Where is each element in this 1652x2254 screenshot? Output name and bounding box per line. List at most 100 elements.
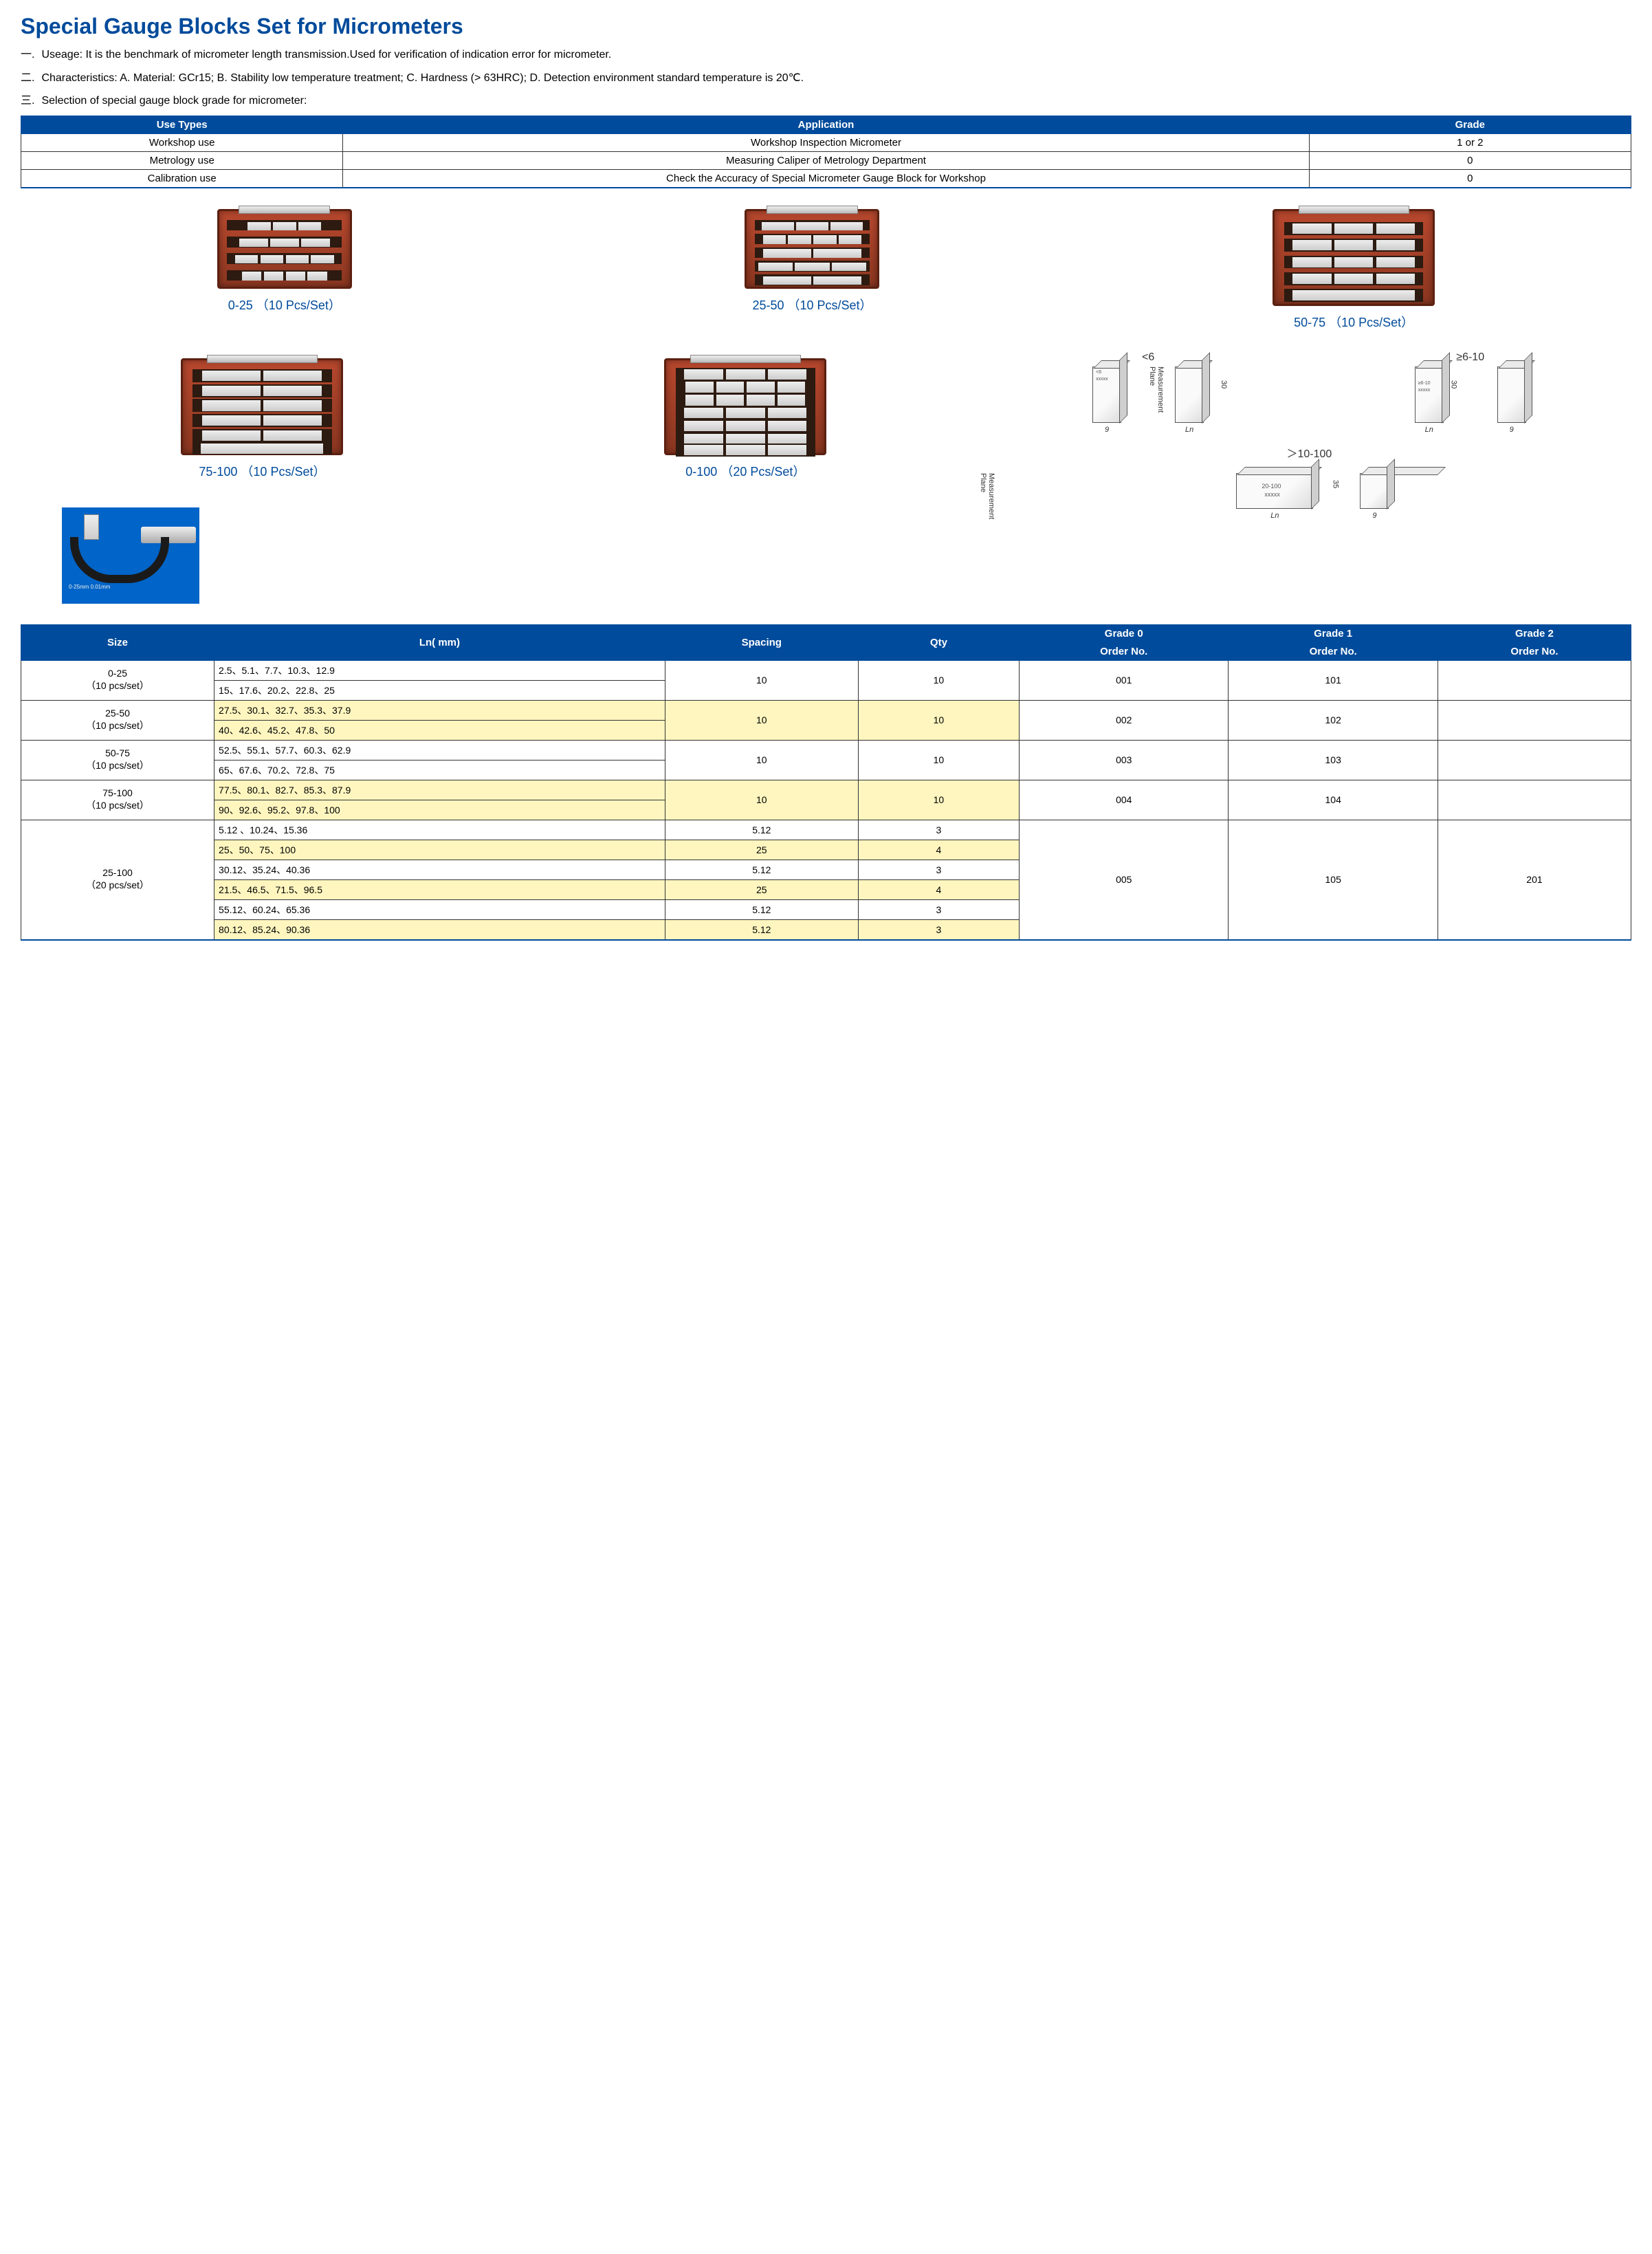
cell-grade: 0: [1309, 169, 1631, 188]
dim-35: 35: [1331, 480, 1339, 488]
numeral-2: 二.: [21, 69, 38, 87]
blk-lbl: <6: [1096, 370, 1101, 375]
set-50-75: 50-75 （10 Pcs/Set）: [1273, 209, 1435, 331]
numeral-1: 一.: [21, 46, 38, 64]
blk-x: xxxxx: [1264, 492, 1280, 498]
cell-grade: 0: [1309, 151, 1631, 169]
dim-9: 9: [1477, 426, 1546, 434]
cell-qty: 3: [858, 919, 1019, 940]
set-caption: 50-75 （10 Pcs/Set）: [1273, 313, 1435, 331]
numeral-3: 三.: [21, 92, 38, 110]
cell-o0: 002: [1020, 700, 1229, 740]
cell-qty: 10: [858, 700, 1019, 740]
cell-o2: [1438, 740, 1631, 780]
cell-qty: 10: [858, 740, 1019, 780]
blk-lbl: 20-100: [1262, 483, 1281, 490]
cell-o0: 001: [1020, 660, 1229, 700]
intro-text-2: Characteristics: A. Material: GCr15; B. …: [41, 72, 804, 84]
cell-ln: 30.12、35.24、40.36: [214, 860, 665, 879]
cell-ln: 21.5、46.5、71.5、96.5: [214, 879, 665, 899]
th-spacing: Spacing: [665, 624, 858, 660]
th-grade: Grade: [1309, 116, 1631, 133]
measurement-plane: Measurement Plane: [979, 473, 995, 520]
table-row: 50-75（10 pcs/set） 52.5、55.1、57.7、60.3、62…: [21, 740, 1631, 760]
micrometer-icon: [62, 507, 199, 604]
cell-use: Workshop use: [21, 133, 343, 151]
cell-ln: 2.5、5.1、7.7、10.3、12.9: [214, 660, 665, 680]
th-order: Order No.: [1438, 642, 1631, 660]
gauge-box-icon: [217, 209, 352, 289]
cell-size: 25-50（10 pcs/set）: [21, 700, 214, 740]
cell-ln: 5.12 、10.24、15.36: [214, 820, 665, 840]
product-sets-row-1: 0-25 （10 Pcs/Set） 25-50 （10 Pcs/Set） 50-…: [21, 202, 1631, 338]
intro-line-1: 一. Useage: It is the benchmark of microm…: [21, 46, 1631, 64]
cell-size: 50-75（10 pcs/set）: [21, 740, 214, 780]
micrometer-photo: [34, 494, 973, 604]
cell-ln: 55.12、60.24、65.36: [214, 899, 665, 919]
cell-qty: 3: [858, 820, 1019, 840]
dim-9: 9: [1350, 512, 1398, 520]
cell-use: Metrology use: [21, 151, 343, 169]
cell-size: 75-100（10 pcs/set）: [21, 780, 214, 820]
set-25-50: 25-50 （10 Pcs/Set）: [745, 209, 879, 331]
cell-sp: 10: [665, 780, 858, 820]
intro-text-3: Selection of special gauge block grade f…: [41, 95, 307, 107]
cell-qty: 3: [858, 860, 1019, 879]
cell-o1: 103: [1229, 740, 1438, 780]
cell-o1: 102: [1229, 700, 1438, 740]
set-caption: 25-50 （10 Pcs/Set）: [745, 296, 879, 314]
table-row: Calibration use Check the Accuracy of Sp…: [21, 169, 1631, 188]
cell-o0: 005: [1020, 820, 1229, 940]
dim-ln: Ln: [1155, 426, 1224, 434]
gauge-box-icon: [181, 358, 343, 455]
cell-ln: 25、50、75、100: [214, 840, 665, 860]
dim-ln: Ln: [1395, 426, 1464, 434]
measurement-plane: Measurement Plane: [1148, 366, 1165, 434]
block-diagram: 9: [1477, 366, 1546, 434]
table-row: Workshop use Workshop Inspection Microme…: [21, 133, 1631, 151]
block-diagram: <6 xxxxx 9: [1072, 366, 1141, 434]
th-use: Use Types: [21, 116, 343, 133]
gauge-box-icon: [745, 209, 879, 289]
gauge-box-icon: [664, 358, 826, 455]
cell-sp: 10: [665, 700, 858, 740]
th-order: Order No.: [1020, 642, 1229, 660]
th-g2: Grade 2: [1438, 624, 1631, 642]
cell-o1: 104: [1229, 780, 1438, 820]
cell-sp: 25: [665, 879, 858, 899]
table-row: 25-50（10 pcs/set） 27.5、30.1、32.7、35.3、37…: [21, 700, 1631, 720]
diag-title-3: ＞10-100: [987, 444, 1631, 461]
mid-row: 75-100 （10 Pcs/Set） 0-100 （20 Pcs/Set）: [21, 351, 1631, 611]
cell-qty: 10: [858, 780, 1019, 820]
diag-title-1: <6: [993, 351, 1303, 364]
cell-app: Measuring Caliper of Metrology Departmen…: [343, 151, 1309, 169]
th-size: Size: [21, 624, 214, 660]
cell-size: 25-100（20 pcs/set）: [21, 820, 214, 940]
cell-app: Check the Accuracy of Special Micrometer…: [343, 169, 1309, 188]
cell-ln: 40、42.6、45.2、47.8、50: [214, 720, 665, 740]
th-app: Application: [343, 116, 1309, 133]
cell-size: 0-25（10 pcs/set）: [21, 660, 214, 700]
selection-table: Use Types Application Grade Workshop use…: [21, 116, 1631, 188]
set-0-25: 0-25 （10 Pcs/Set）: [217, 209, 352, 331]
dim-ln: Ln: [1220, 512, 1330, 520]
set-caption: 0-100 （20 Pcs/Set）: [664, 462, 826, 480]
cell-sp: 25: [665, 840, 858, 860]
cell-o0: 004: [1020, 780, 1229, 820]
cell-ln: 80.12、85.24、90.36: [214, 919, 665, 940]
intro-text-1: Useage: It is the benchmark of micromete…: [41, 49, 611, 61]
intro-line-2: 二. Characteristics: A. Material: GCr15; …: [21, 69, 1631, 87]
cell-ln: 77.5、80.1、82.7、85.3、87.9: [214, 780, 665, 800]
cell-sp: 10: [665, 660, 858, 700]
table-row: Metrology use Measuring Caliper of Metro…: [21, 151, 1631, 169]
cell-qty: 4: [858, 840, 1019, 860]
cell-qty: 4: [858, 879, 1019, 899]
cell-use: Calibration use: [21, 169, 343, 188]
cell-o0: 003: [1020, 740, 1229, 780]
cell-o1: 101: [1229, 660, 1438, 700]
dimension-diagrams: <6 <6 xxxxx 9 Ln 30 Measurement Pl: [987, 351, 1631, 520]
cell-o2: [1438, 780, 1631, 820]
cell-sp: 5.12: [665, 860, 858, 879]
table-row: 0-25（10 pcs/set） 2.5、5.1、7.7、10.3、12.9 1…: [21, 660, 1631, 680]
cell-grade: 1 or 2: [1309, 133, 1631, 151]
